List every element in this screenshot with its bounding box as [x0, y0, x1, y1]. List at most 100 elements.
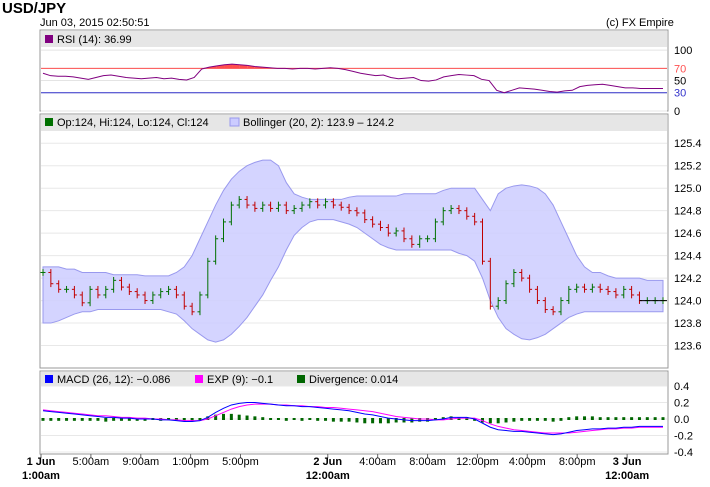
time-tick-label: 12:00pm — [456, 456, 499, 468]
price-tick-label: 124.0 — [674, 296, 702, 308]
divergence-bar — [127, 418, 131, 421]
bollinger-legend-swatch — [229, 117, 240, 127]
divergence-bar — [96, 418, 100, 421]
divergence-bar — [363, 418, 367, 424]
exp-legend-label: EXP (9): −0.1 — [207, 374, 273, 386]
time-tick-label: 5:00pm — [222, 456, 259, 468]
bollinger-legend-label: Bollinger (20, 2): 123.9 – 124.2 — [243, 117, 394, 129]
price-legend-bar — [41, 115, 667, 131]
copyright-notice: (c) FX Empire — [606, 17, 674, 29]
divergence-bar — [198, 418, 202, 420]
time-axis: 1 Jun 1:00am 5:00am 9:00am 1:00pm 5:00pm 2 Jun… — [22, 454, 649, 482]
divergence-bar — [269, 418, 273, 420]
divergence-bar — [433, 418, 437, 420]
time-tick-label: 1 Jun — [27, 456, 56, 468]
divergence-bar — [308, 418, 312, 420]
divergence-bar — [426, 418, 430, 422]
divergence-bar — [418, 418, 422, 422]
rsi-tick-label: 30 — [674, 88, 686, 100]
divergence-bar — [72, 418, 76, 421]
macd-tick-label: 0.4 — [674, 381, 689, 393]
price-tick-label: 125.4 — [674, 138, 702, 150]
divergence-bar — [535, 418, 539, 421]
divergence-bar — [567, 417, 571, 420]
divergence-bar — [253, 416, 257, 420]
macd-y-axis: 0.4 0.2 0.0 -0.2 -0.4 — [674, 381, 693, 459]
rsi-legend-bar — [41, 31, 667, 47]
divergence-bar — [504, 418, 508, 423]
divergence-bar — [316, 418, 320, 421]
price-y-axis: 125.4 125.2 125.0 124.8 124.6 124.4 124.2 124.0… — [674, 138, 702, 352]
time-tick-sublabel: 1:00am — [22, 470, 60, 482]
divergence-bar — [583, 416, 587, 420]
divergence-bar — [229, 413, 233, 420]
divergence-bar — [645, 417, 649, 420]
divergence-bar — [182, 418, 186, 421]
divergence-bar — [622, 417, 626, 420]
macd-legend-swatch — [45, 375, 53, 383]
divergence-legend-swatch — [297, 375, 305, 383]
time-tick-label: 2 Jun — [313, 456, 342, 468]
divergence-bar — [324, 418, 328, 421]
rsi-legend-swatch — [45, 35, 53, 43]
divergence-bar — [637, 417, 641, 420]
rsi-overbought-segment — [232, 64, 240, 69]
time-tick-label: 8:00am — [409, 456, 446, 468]
divergence-bar — [543, 418, 547, 421]
divergence-bar — [386, 418, 390, 424]
divergence-bar — [119, 418, 123, 421]
time-tick-label: 4:00pm — [509, 456, 546, 468]
divergence-bar — [300, 418, 304, 421]
exp-legend-swatch — [195, 375, 203, 383]
divergence-bar — [355, 418, 359, 423]
divergence-bar — [190, 418, 194, 421]
divergence-bar — [214, 414, 218, 420]
ohlc-legend-label: Op:124, Hi:124, Lo:124, Cl:124 — [57, 117, 209, 129]
divergence-bar — [575, 416, 579, 420]
divergence-bar — [206, 416, 210, 420]
divergence-bar — [528, 418, 532, 421]
bollinger-band — [42, 159, 664, 343]
chart-title: USD/JPY — [2, 0, 67, 17]
divergence-bar — [559, 418, 563, 421]
divergence-bar — [512, 418, 516, 422]
rsi-overbought-segment — [224, 64, 233, 69]
time-tick-label: 3 Jun — [613, 456, 642, 468]
divergence-bar — [57, 418, 61, 421]
macd-tick-label: 0.0 — [674, 414, 689, 426]
time-tick-sublabel: 12:00am — [306, 470, 350, 482]
divergence-bar — [80, 418, 84, 421]
chart-timestamp: Jun 03, 2015 02:50:51 — [40, 17, 150, 29]
price-tick-label: 124.2 — [674, 273, 702, 285]
rsi-levels — [41, 67, 667, 94]
time-tick-label: 5:00am — [73, 456, 110, 468]
divergence-legend-label: Divergence: 0.014 — [309, 374, 398, 386]
macd-tick-label: -0.2 — [674, 431, 693, 443]
ohlc-legend-swatch — [45, 118, 53, 126]
divergence-bar — [245, 415, 249, 420]
price-tick-label: 125.2 — [674, 161, 702, 173]
price-tick-label: 124.6 — [674, 228, 702, 240]
rsi-tick-label: 50 — [674, 76, 686, 88]
time-tick-label: 1:00pm — [172, 456, 209, 468]
time-tick-label: 4:00am — [359, 456, 396, 468]
rsi-tick-label: 70 — [674, 63, 686, 75]
macd-tick-label: 0.2 — [674, 398, 689, 410]
divergence-bar — [41, 418, 45, 421]
exp-line — [42, 403, 663, 434]
divergence-bar — [449, 416, 453, 420]
price-tick-label: 124.8 — [674, 206, 702, 218]
divergence-bar — [167, 418, 171, 420]
divergence-bar — [496, 418, 500, 424]
price-tick-label: 123.6 — [674, 341, 702, 353]
divergence-bar — [661, 417, 665, 420]
rsi-legend-label: RSI (14): 36.99 — [57, 34, 132, 46]
divergence-bar — [371, 418, 375, 424]
divergence-bar — [630, 417, 634, 420]
divergence-bar — [331, 418, 335, 422]
divergence-bar — [347, 418, 351, 422]
rsi-line — [42, 63, 663, 94]
